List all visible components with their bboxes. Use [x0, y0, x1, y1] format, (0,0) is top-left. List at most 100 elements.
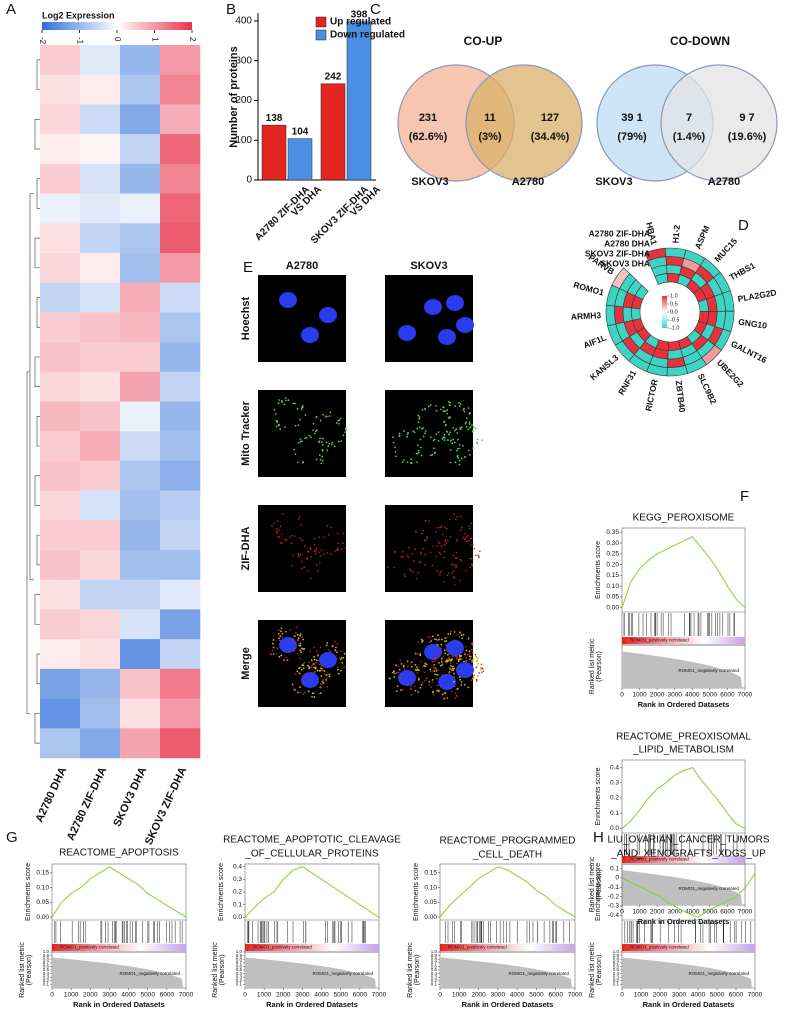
zif	[446, 574, 449, 577]
zif	[472, 543, 474, 545]
y-tick-label: 0.30	[606, 540, 619, 547]
rank-tick-label: 0.2	[431, 978, 438, 983]
y-tick-label: 0.0	[233, 914, 242, 921]
rank-tick-label: 1.0	[43, 949, 50, 954]
gene-label: UBE2G2	[715, 358, 746, 390]
zif	[306, 570, 309, 572]
y-tick-label: 0.15	[36, 870, 49, 877]
y-tick-label: 0.1	[233, 901, 242, 908]
rank-tick-label: 1.0	[236, 949, 243, 954]
zif	[438, 542, 441, 545]
mito	[447, 653, 449, 656]
y-axis-label: (Pearson)	[596, 955, 603, 986]
neg-label: ROMO1_negatively correlated	[119, 971, 180, 976]
mito	[324, 415, 327, 418]
mito	[450, 665, 452, 667]
heatmap-cell	[40, 104, 81, 135]
heatmap-cell	[160, 342, 201, 373]
venn-circle	[465, 64, 583, 182]
heatmap-cell	[160, 579, 201, 610]
mito	[419, 438, 422, 441]
zif	[427, 636, 429, 638]
gene-label: ARMH3	[571, 310, 602, 322]
mito	[418, 426, 421, 429]
gsea-title: REACTOME_PREOXISOMAL	[616, 732, 751, 743]
zif	[471, 652, 474, 654]
y-axis-label: (Pearson)	[414, 955, 421, 986]
zif	[456, 538, 459, 541]
mito	[275, 425, 278, 428]
gsea-title: REACTOME_APOPTOSIS	[59, 848, 179, 859]
mito	[435, 409, 438, 412]
mito	[402, 664, 405, 667]
mito	[417, 449, 420, 452]
nucleus	[279, 292, 297, 308]
zif	[340, 548, 343, 550]
zif	[276, 532, 278, 534]
rank-tick-label: 0.6	[43, 964, 50, 969]
mito	[443, 692, 446, 694]
zif	[279, 525, 282, 528]
pos-label: ROMO1_positively correlated	[630, 638, 689, 643]
zif	[275, 527, 278, 530]
heatmap-cell	[40, 698, 81, 729]
colorbar-tick-label: 1.0	[670, 293, 678, 299]
heatmap-cell	[160, 460, 201, 491]
zif	[317, 570, 320, 573]
row-label: Merge	[240, 647, 252, 679]
y-tick-label: 200	[235, 95, 252, 106]
heatmap-cell	[160, 74, 201, 105]
x-tick-label: 1000	[64, 992, 79, 999]
mito	[432, 447, 435, 450]
mito	[277, 424, 280, 427]
y-tick-label: -0.2	[608, 893, 620, 900]
rank-tick-label: 0.4	[236, 971, 243, 976]
heatmap-cell	[80, 282, 121, 313]
zif	[459, 579, 461, 582]
nucleus	[319, 307, 337, 323]
zif	[328, 649, 330, 651]
nucleus	[456, 317, 474, 333]
zif	[470, 661, 473, 663]
mito	[280, 630, 282, 633]
x-tick-label: 6000	[720, 909, 735, 916]
zif	[437, 639, 439, 642]
y-tick-label: 0.1	[610, 865, 619, 872]
zif	[459, 515, 462, 518]
legend-label: Down regulated	[330, 30, 405, 41]
zif	[453, 639, 455, 641]
mito	[472, 447, 474, 449]
panel-label: G	[6, 829, 18, 846]
mito	[415, 452, 418, 455]
mito	[315, 659, 318, 662]
colorbar	[662, 296, 667, 328]
zif	[291, 565, 293, 567]
x-tick-label: 0	[438, 992, 442, 999]
mito	[449, 660, 452, 662]
heatmap-cell	[40, 74, 81, 105]
zif	[279, 639, 281, 642]
image-bg	[258, 505, 346, 592]
zif	[442, 533, 444, 536]
mito	[466, 417, 468, 419]
heatmap-cell	[160, 193, 201, 224]
zif	[440, 545, 443, 547]
zif	[436, 526, 439, 529]
mito	[279, 635, 282, 638]
mito	[437, 431, 440, 434]
mito	[283, 403, 286, 406]
y-axis-label: Enrichments score	[595, 767, 602, 825]
ring-label: A2780 ZIF-DHA	[589, 228, 650, 238]
zif	[315, 661, 317, 664]
zif	[330, 526, 333, 529]
x-tick-label: 0	[620, 692, 624, 699]
zif	[412, 571, 414, 573]
zif	[469, 566, 472, 569]
zif	[293, 647, 296, 650]
y-axis-label: Enrichments score	[413, 863, 420, 921]
micrograph	[258, 620, 346, 707]
heatmap-cell	[80, 163, 121, 194]
mito	[301, 406, 303, 409]
enrichment-curve	[51, 866, 187, 918]
mito	[424, 430, 427, 432]
